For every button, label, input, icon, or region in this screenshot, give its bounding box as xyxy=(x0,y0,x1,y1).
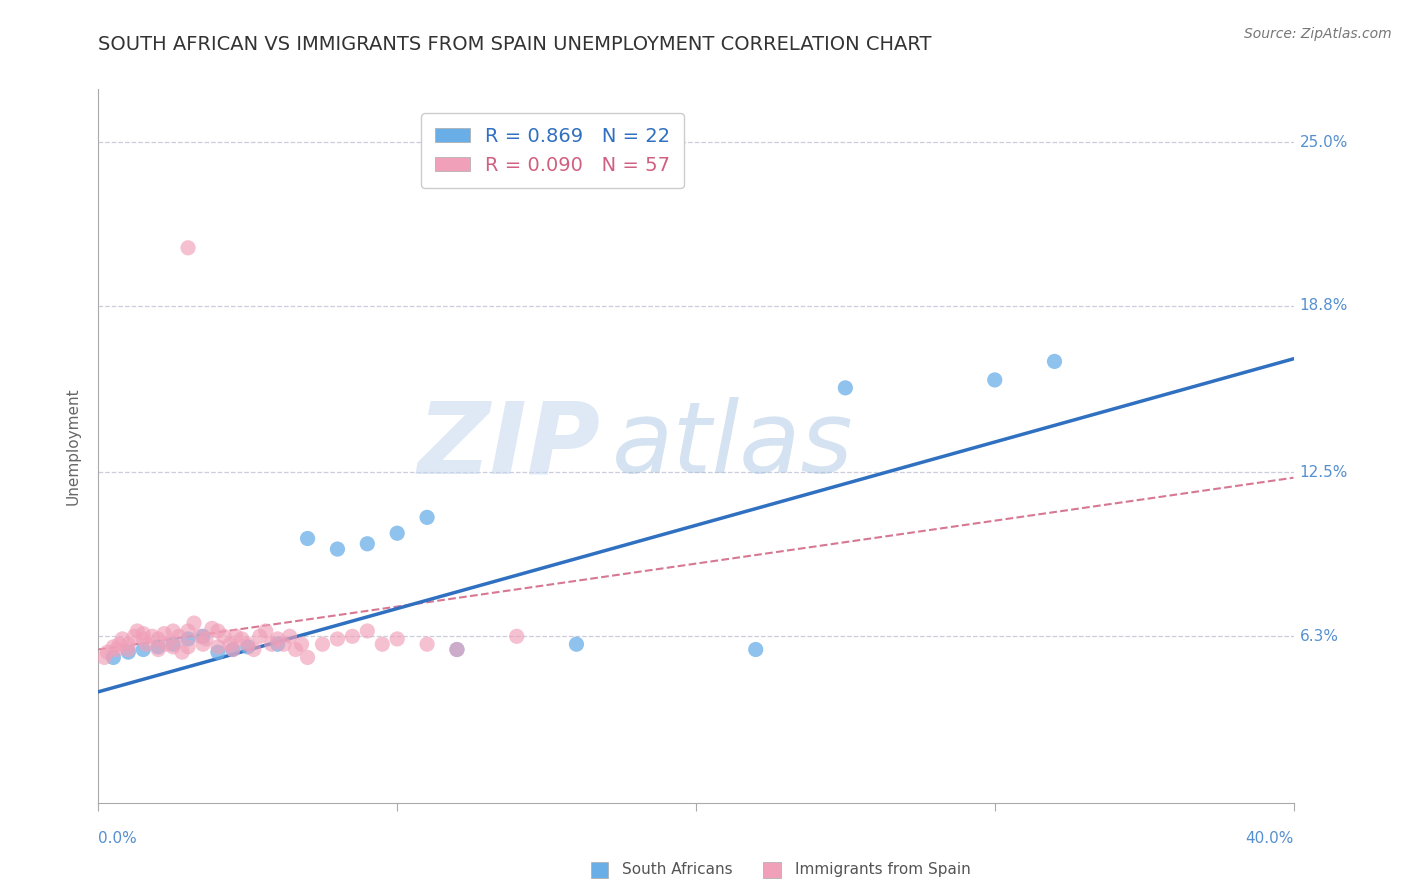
Point xyxy=(96,645,118,659)
Point xyxy=(188,629,211,643)
Y-axis label: Unemployment: Unemployment xyxy=(65,387,80,505)
Point xyxy=(156,637,179,651)
Point xyxy=(162,637,184,651)
Point xyxy=(183,616,205,631)
Point xyxy=(983,373,1005,387)
Text: Immigrants from Spain: Immigrants from Spain xyxy=(794,863,970,877)
Text: 6.3%: 6.3% xyxy=(1299,629,1339,644)
Point xyxy=(148,642,170,657)
Point xyxy=(297,650,319,665)
Point xyxy=(385,526,409,541)
Point xyxy=(222,642,245,657)
Point xyxy=(236,637,259,651)
Point xyxy=(162,624,184,638)
Point xyxy=(416,510,439,524)
Point xyxy=(172,645,194,659)
Point xyxy=(108,637,131,651)
Text: 18.8%: 18.8% xyxy=(1299,299,1348,313)
Point xyxy=(132,642,155,657)
Point xyxy=(167,629,190,643)
Point xyxy=(135,637,157,651)
Point xyxy=(162,640,184,654)
Point xyxy=(273,637,295,651)
Point xyxy=(297,532,319,546)
Point xyxy=(93,650,115,665)
Text: Source: ZipAtlas.com: Source: ZipAtlas.com xyxy=(1244,27,1392,41)
Text: South Africans: South Africans xyxy=(623,863,733,877)
Point xyxy=(446,642,468,657)
Point xyxy=(267,632,290,646)
Point xyxy=(191,629,214,643)
Point xyxy=(177,624,200,638)
Point xyxy=(371,637,394,651)
Text: 25.0%: 25.0% xyxy=(1299,135,1348,150)
Text: 12.5%: 12.5% xyxy=(1299,465,1348,480)
Text: 0.0%: 0.0% xyxy=(98,831,138,847)
Point xyxy=(249,629,271,643)
Point xyxy=(191,637,214,651)
Point xyxy=(416,637,439,651)
Point xyxy=(177,640,200,654)
Point xyxy=(148,632,170,646)
Point xyxy=(117,642,139,657)
Point xyxy=(141,629,163,643)
Point xyxy=(290,637,312,651)
Point xyxy=(207,645,229,659)
Point xyxy=(153,626,176,640)
Point xyxy=(212,629,235,643)
Point xyxy=(231,632,253,646)
Point xyxy=(254,624,277,638)
Point xyxy=(117,645,139,659)
Point xyxy=(117,637,139,651)
Point xyxy=(506,629,529,643)
Point xyxy=(284,642,307,657)
Point xyxy=(326,542,349,557)
Point xyxy=(219,637,242,651)
Point xyxy=(105,642,128,657)
Point xyxy=(111,632,134,646)
Point xyxy=(260,637,283,651)
Text: 40.0%: 40.0% xyxy=(1246,831,1294,847)
Point xyxy=(236,640,259,654)
Point xyxy=(1043,354,1066,368)
Point xyxy=(103,640,125,654)
Point xyxy=(278,629,301,643)
Point xyxy=(342,629,364,643)
Point xyxy=(124,629,146,643)
Point xyxy=(356,624,378,638)
Point xyxy=(194,632,218,646)
Point xyxy=(834,381,856,395)
Point xyxy=(446,642,468,657)
Point xyxy=(132,632,155,646)
Point xyxy=(385,632,409,646)
Point xyxy=(177,632,200,646)
Point xyxy=(267,637,290,651)
Point xyxy=(207,640,229,654)
Point xyxy=(103,650,125,665)
Point xyxy=(225,629,247,643)
Point xyxy=(201,621,224,635)
Point xyxy=(222,642,245,657)
Text: SOUTH AFRICAN VS IMMIGRANTS FROM SPAIN UNEMPLOYMENT CORRELATION CHART: SOUTH AFRICAN VS IMMIGRANTS FROM SPAIN U… xyxy=(98,35,932,54)
Point xyxy=(132,626,155,640)
Legend: R = 0.869   N = 22, R = 0.090   N = 57: R = 0.869 N = 22, R = 0.090 N = 57 xyxy=(422,113,683,188)
Point xyxy=(311,637,333,651)
Text: atlas: atlas xyxy=(612,398,853,494)
Point xyxy=(565,637,588,651)
Point xyxy=(148,640,170,654)
Point xyxy=(326,632,349,646)
Point xyxy=(207,624,229,638)
Point xyxy=(356,537,378,551)
Point xyxy=(243,642,266,657)
Point xyxy=(177,241,200,255)
Point xyxy=(127,624,149,638)
Point xyxy=(745,642,768,657)
Text: ZIP: ZIP xyxy=(418,398,600,494)
